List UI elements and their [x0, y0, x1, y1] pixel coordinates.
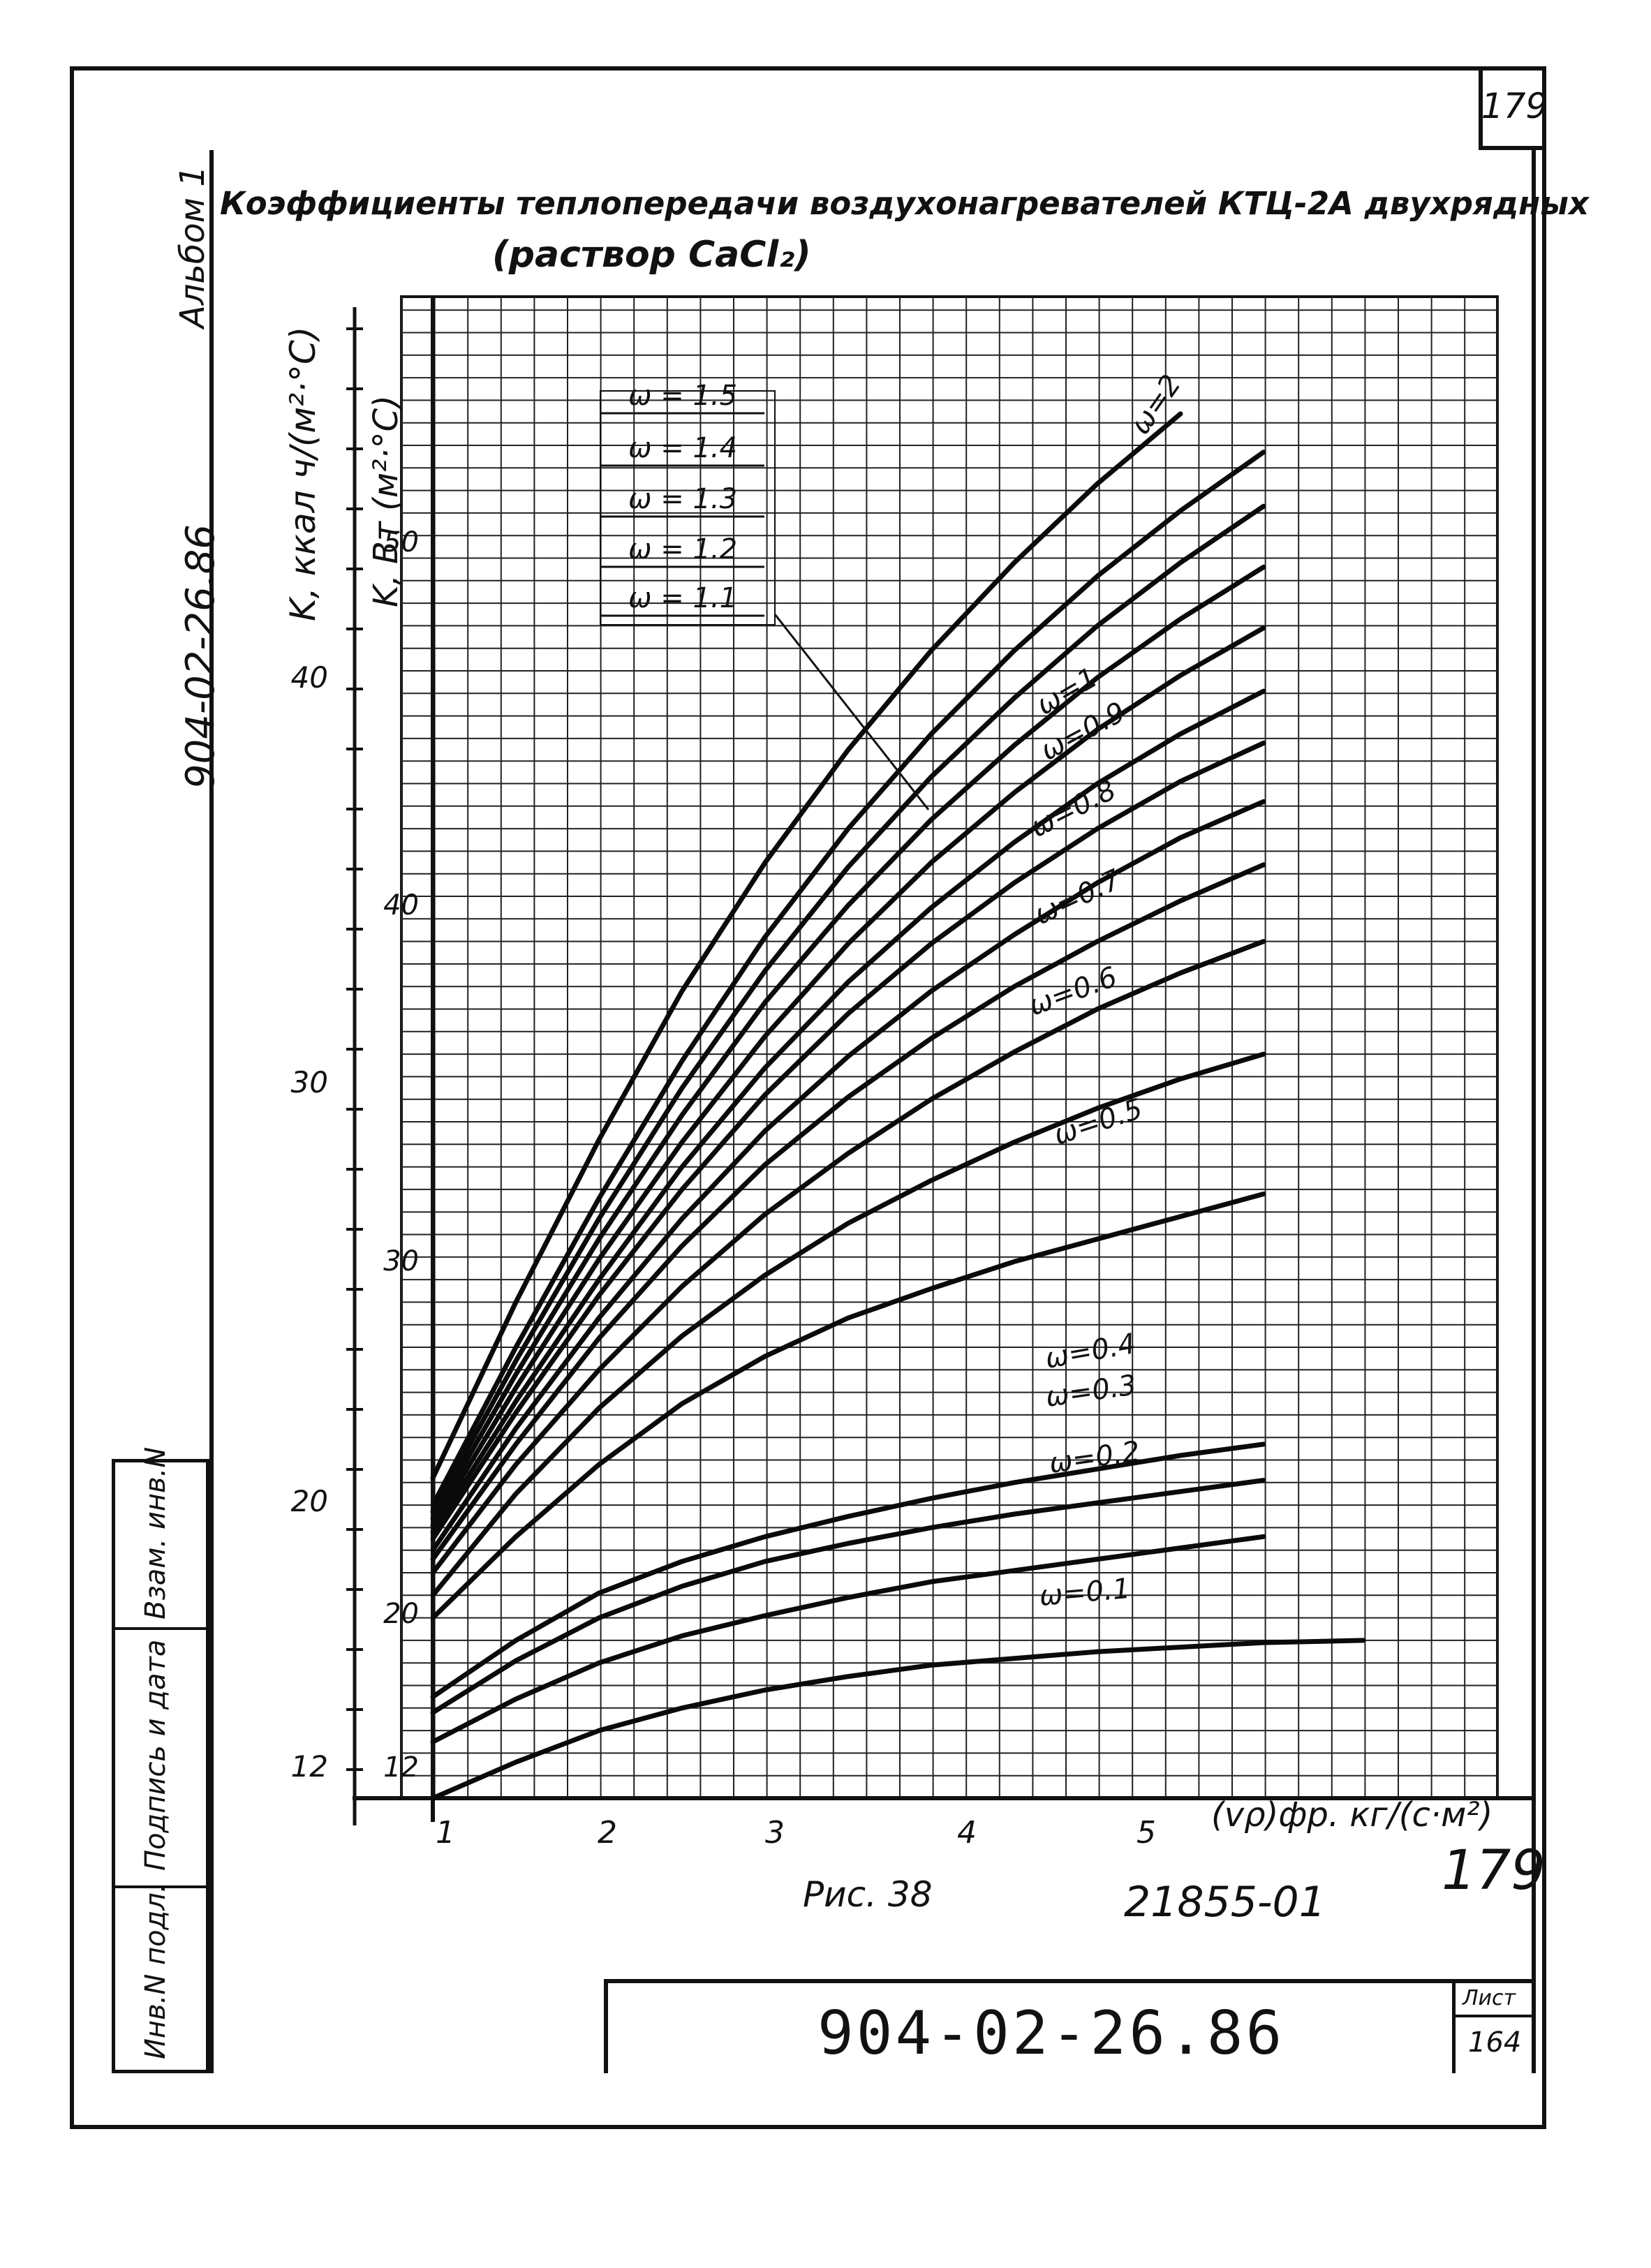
- y-tick-label-inner: 30: [383, 1245, 419, 1277]
- curve-label: ω = 1.5: [628, 380, 737, 412]
- handwritten-sheet-number: 179: [1442, 1839, 1546, 1902]
- curve-label: ω = 1.4: [628, 432, 737, 464]
- album-label: Альбом 1: [173, 165, 212, 328]
- signature-sidebar: Взам. инв.N Подпись и дата Инв.N подл.: [112, 1447, 209, 2073]
- x-axis-label: (vρ)фр. кг/(с·м²): [1211, 1795, 1493, 1835]
- y-tick-label-inner: 50: [383, 526, 419, 558]
- title-block-sheet-cell: Лист 164: [1452, 1983, 1536, 2073]
- sidebar-label-inv: Взам. инв.N: [140, 1446, 172, 1620]
- series-line: [430, 411, 1183, 1481]
- series-line: [430, 564, 1266, 1521]
- y-tick-label-outer: 20: [291, 1484, 328, 1518]
- x-tick-label: 3: [765, 1815, 785, 1851]
- sheet-number-top: 179: [1479, 66, 1548, 150]
- series-line: [430, 625, 1266, 1528]
- series-line: [430, 1191, 1266, 1621]
- series-line: [430, 862, 1266, 1562]
- curve-label: ω = 1.1: [628, 582, 737, 614]
- y-axis-label-left: K, ккал ч/(м²·°С): [283, 326, 323, 621]
- x-tick-label: 5: [1137, 1815, 1156, 1851]
- series-line: [430, 1638, 1366, 1801]
- sidebar-label-sign: Подпись и дата: [140, 1639, 172, 1871]
- sheet-number-top-text: 179: [1481, 86, 1548, 126]
- curve-label: ω = 1.2: [628, 533, 737, 565]
- series-line: [430, 799, 1266, 1553]
- curve-label: ω = 1.3: [628, 483, 737, 515]
- y-tick-label-inner: 40: [383, 889, 419, 921]
- title-block-sheet-label: Лист: [1463, 1986, 1516, 2010]
- archive-number: 21855-01: [1124, 1878, 1326, 1927]
- curve-label: ω=0.1: [1038, 1573, 1132, 1613]
- x-tick-label: 1: [436, 1815, 455, 1851]
- y-tick-label-outer: 12: [291, 1749, 328, 1784]
- series-line: [430, 450, 1266, 1508]
- series-line: [430, 1441, 1266, 1700]
- x-tick-label: 4: [957, 1815, 977, 1851]
- chart-subtitle: (раствор CaCl₂): [492, 234, 811, 276]
- title-block-sheet-number: 164: [1468, 2026, 1522, 2059]
- series-line: [430, 740, 1266, 1542]
- x-tick-label: 2: [598, 1815, 617, 1851]
- sidebar-cell-inv: Взам. инв.N: [115, 1447, 206, 1630]
- series-line: [430, 1534, 1266, 1744]
- chart-title: Коэффициенты теплопередачи воздухонагрев…: [220, 185, 1589, 222]
- doc-code-vertical: 904-02-26.86: [178, 524, 223, 789]
- sidebar-cell-sign: Подпись и дата: [115, 1630, 206, 1888]
- title-block-code: 904-02-26.86: [817, 1999, 1285, 2068]
- sidebar-label-orig: Инв.N подл.: [140, 1883, 172, 2059]
- y-tick-label-outer: 30: [291, 1065, 328, 1099]
- y-axis-label-right: K, Вт (м²·°С): [367, 395, 406, 607]
- leader-box: [600, 390, 776, 625]
- figure-caption: Рис. 38: [803, 1874, 933, 1915]
- leader-arrow: [773, 614, 930, 810]
- y-tick-label-outer: 40: [291, 660, 328, 695]
- sidebar-cell-orig: Инв.N подл.: [115, 1883, 206, 2070]
- drawing-frame: [70, 66, 1546, 2129]
- y-tick-label-inner: 20: [383, 1598, 419, 1630]
- title-block: 904-02-26.86 Лист 164: [604, 1979, 1536, 2073]
- series-line: [430, 1051, 1266, 1598]
- series-line: [430, 688, 1266, 1535]
- series-line: [430, 1478, 1266, 1715]
- series-line: [430, 939, 1266, 1576]
- y-tick-label-inner: 12: [383, 1751, 419, 1784]
- drawing-inner-frame: [209, 150, 1536, 2073]
- series-line: [430, 503, 1266, 1515]
